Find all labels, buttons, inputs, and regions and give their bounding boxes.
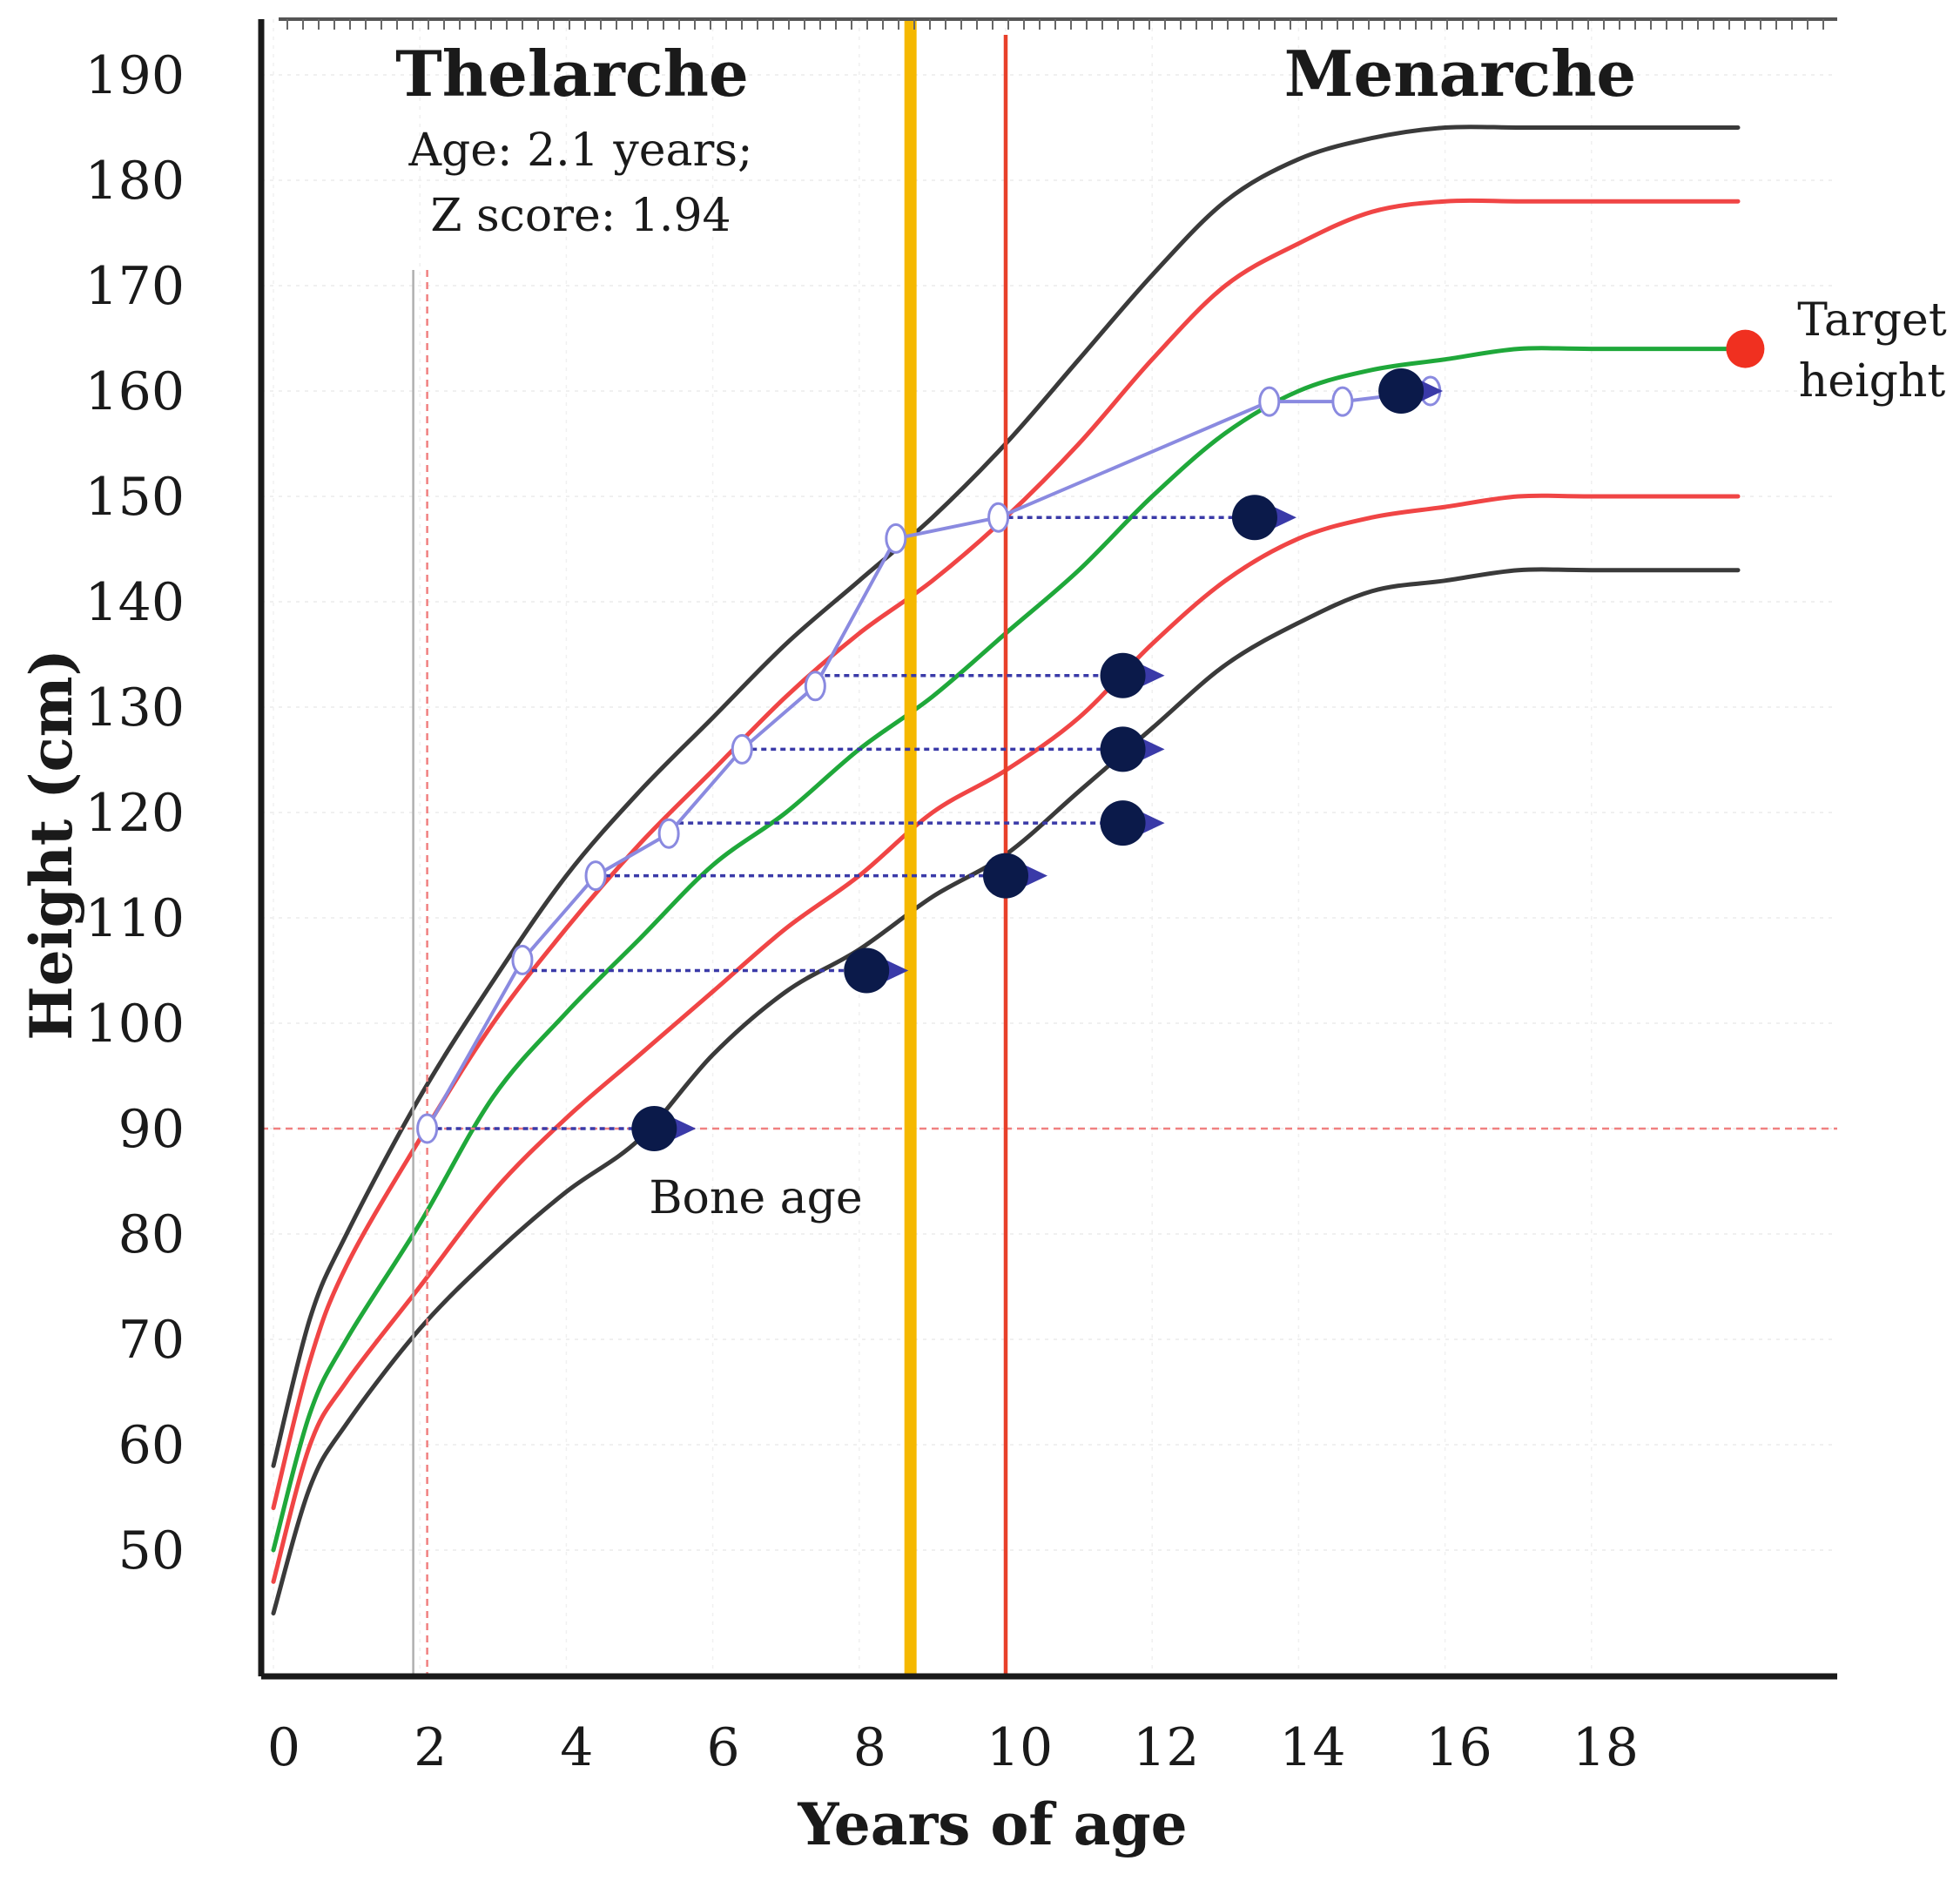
patient-height-point [657, 818, 680, 849]
patient-height-point [1331, 386, 1354, 417]
x-tick-label: 0 [267, 1717, 300, 1778]
x-tick-label: 10 [987, 1717, 1053, 1778]
x-tick-label: 4 [560, 1717, 593, 1778]
x-tick-label: 16 [1425, 1717, 1492, 1778]
menarche-heading: Menarche [1284, 37, 1636, 111]
bone-age-point [1100, 726, 1146, 772]
y-tick-label: 80 [118, 1204, 185, 1265]
x-tick-label: 14 [1279, 1717, 1345, 1778]
y-tick-label: 180 [84, 151, 185, 212]
y-tick-label: 130 [84, 678, 185, 738]
x-tick-label: 12 [1133, 1717, 1199, 1778]
thelarche-z-score: Z score: 1.94 [430, 190, 731, 242]
y-tick-label: 110 [84, 888, 185, 949]
y-tick-label: 140 [84, 572, 185, 633]
thelarche-heading: Thelarche [395, 37, 749, 111]
y-tick-label: 160 [84, 361, 185, 422]
bone-age-point [1378, 368, 1425, 414]
bone-age-point [983, 853, 1028, 899]
y-tick-label: 190 [84, 45, 185, 106]
patient-height-point [416, 1113, 439, 1144]
y-tick-label: 100 [84, 994, 185, 1055]
target-height-label-line1: Target [1797, 294, 1947, 347]
patient-height-point [1258, 386, 1281, 417]
axes [258, 17, 1837, 1680]
bone-age-links [427, 389, 1431, 1130]
patient-height-point [987, 502, 1010, 533]
bone-age-point [844, 947, 890, 994]
tick-labels: 5060708090100110120130140150160170180190… [84, 45, 1639, 1778]
bone-age-series [631, 329, 1765, 1151]
patient-height-series [416, 375, 1442, 1144]
y-tick-label: 150 [84, 467, 185, 528]
bone-age-label: Bone age [649, 1172, 862, 1224]
patient-height-point [511, 944, 534, 975]
thelarche-age: Age: 2.1 years; [407, 125, 752, 177]
y-tick-label: 120 [84, 783, 185, 844]
y-tick-label: 50 [118, 1520, 185, 1581]
x-tick-label: 18 [1573, 1717, 1639, 1778]
target-height-label-line2: height [1799, 355, 1946, 408]
patient-height-point [584, 860, 607, 892]
bone-age-point [1100, 652, 1146, 698]
bone-age-point [1231, 495, 1277, 541]
patient-height-point [804, 671, 826, 702]
x-tick-label: 6 [707, 1717, 740, 1778]
patient-height-point [885, 522, 907, 554]
y-tick-label: 90 [118, 1099, 185, 1160]
x-axis-title: Years of age [797, 1790, 1187, 1858]
y-tick-label: 60 [118, 1415, 185, 1476]
x-tick-label: 2 [414, 1717, 447, 1778]
y-axis-title: Height (cm) [17, 649, 85, 1041]
bone-age-point [631, 1106, 677, 1151]
bone-age-point [1100, 800, 1146, 846]
x-tick-label: 8 [853, 1717, 886, 1778]
target-height-marker [1726, 329, 1765, 368]
y-tick-label: 170 [84, 256, 185, 317]
gridlines [261, 19, 1837, 1676]
patient-height-point [731, 733, 753, 765]
y-tick-label: 70 [118, 1310, 185, 1371]
